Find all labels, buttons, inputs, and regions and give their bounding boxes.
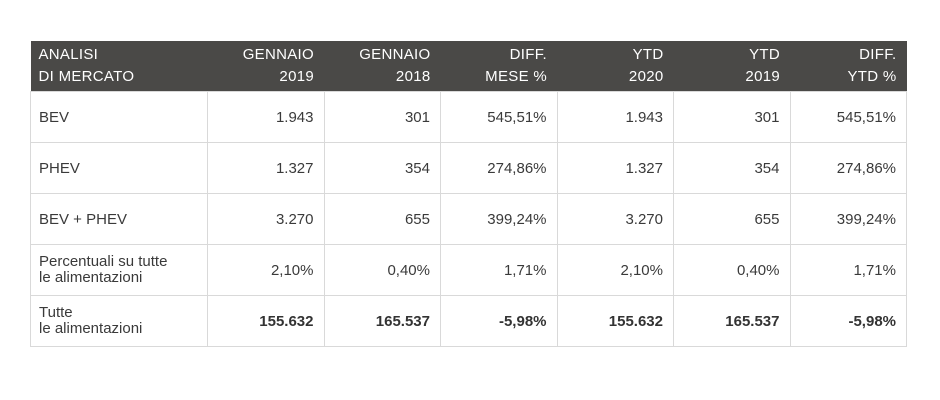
header-line: 2018 [395, 68, 431, 85]
header-line: YTD [749, 46, 780, 63]
header-line: YTD [632, 46, 664, 63]
table-cell: 2,10% [207, 244, 325, 296]
table-row: BEV 1.943 301 545,51% 1.943 301 545,51% [30, 91, 907, 143]
table-cell: 274,86% [440, 142, 558, 194]
header-line: YTD % [847, 68, 897, 85]
table-cell: 399,24% [440, 193, 558, 245]
table-cell: 165.537 [673, 295, 791, 347]
header-line: DIFF. [859, 46, 897, 63]
header-line: GENNAIO [359, 46, 431, 63]
header-line: 2019 [745, 68, 780, 85]
table-cell: 274,86% [789, 142, 907, 194]
table-cell: 155.632 [207, 295, 325, 347]
table-row: Percentuali su tutte le alimentazioni 2,… [30, 244, 907, 296]
header-row: ANALISI DI MERCATO GENNAIO 2019 GENNAIO … [30, 41, 907, 92]
table-cell: 0,40% [673, 244, 791, 296]
header-january-2018: GENNAIO 2018 [324, 41, 441, 92]
header-diff-month: DIFF. MESE % [440, 41, 557, 92]
table-cell: 1,71% [440, 244, 558, 296]
table-row: PHEV 1.327 354 274,86% 1.327 354 274,86% [30, 142, 907, 194]
table-cell: 301 [323, 91, 441, 143]
table-cell: 399,24% [789, 193, 907, 245]
row-label: BEV [30, 91, 208, 143]
table-cell: 655 [673, 193, 791, 245]
header-line: GENNAIO [242, 46, 314, 63]
table-cell: -5,98% [789, 295, 907, 347]
row-label: PHEV [30, 142, 208, 194]
header-line: 2019 [279, 68, 314, 85]
header-line: ANALISI [38, 46, 99, 63]
table-cell: 545,51% [440, 91, 558, 143]
table-cell: 0,40% [323, 244, 441, 296]
table-cell: 1.943 [207, 91, 325, 143]
header-market-analysis: ANALISI DI MERCATO [30, 41, 208, 92]
table-cell: 301 [673, 91, 791, 143]
header-line: MESE % [485, 68, 547, 85]
header-line: DIFF. [509, 46, 547, 63]
market-analysis-table-container: ANALISI DI MERCATO GENNAIO 2019 GENNAIO … [30, 41, 907, 347]
table-cell: 3.270 [207, 193, 325, 245]
row-label-line: le alimentazioni [39, 269, 143, 286]
header-january-2019: GENNAIO 2019 [207, 41, 324, 92]
table-cell: 155.632 [556, 295, 674, 347]
row-label-line: Percentuali su tutte [39, 253, 168, 270]
table-cell: -5,98% [440, 295, 558, 347]
table-row-total: Tutte le alimentazioni 155.632 165.537 -… [30, 295, 907, 347]
header-line: DI MERCATO [38, 68, 135, 85]
table-cell: 3.270 [556, 193, 674, 245]
market-analysis-table: ANALISI DI MERCATO GENNAIO 2019 GENNAIO … [30, 41, 907, 347]
table-cell: 1.327 [556, 142, 674, 194]
table-cell: 354 [323, 142, 441, 194]
header-ytd-2020: YTD 2020 [557, 41, 674, 92]
table-cell: 545,51% [789, 91, 907, 143]
header-line: 2020 [628, 68, 664, 85]
header-diff-ytd: DIFF. YTD % [790, 41, 907, 92]
table-cell: 655 [323, 193, 441, 245]
row-label-line: Tutte [39, 304, 73, 321]
row-label-line: le alimentazioni [39, 320, 143, 337]
row-label: BEV + PHEV [30, 193, 208, 245]
table-cell: 1.327 [207, 142, 325, 194]
table-cell: 165.537 [323, 295, 441, 347]
table-cell: 2,10% [556, 244, 674, 296]
table-body: BEV 1.943 301 545,51% 1.943 301 545,51% … [30, 91, 907, 347]
table-row: BEV + PHEV 3.270 655 399,24% 3.270 655 3… [30, 193, 907, 245]
table-header: ANALISI DI MERCATO GENNAIO 2019 GENNAIO … [30, 41, 907, 92]
row-label: Tutte le alimentazioni [30, 295, 208, 347]
row-label: Percentuali su tutte le alimentazioni [30, 244, 208, 296]
table-cell: 1.943 [556, 91, 674, 143]
header-ytd-2019: YTD 2019 [673, 41, 790, 92]
table-cell: 354 [673, 142, 791, 194]
table-cell: 1,71% [789, 244, 907, 296]
